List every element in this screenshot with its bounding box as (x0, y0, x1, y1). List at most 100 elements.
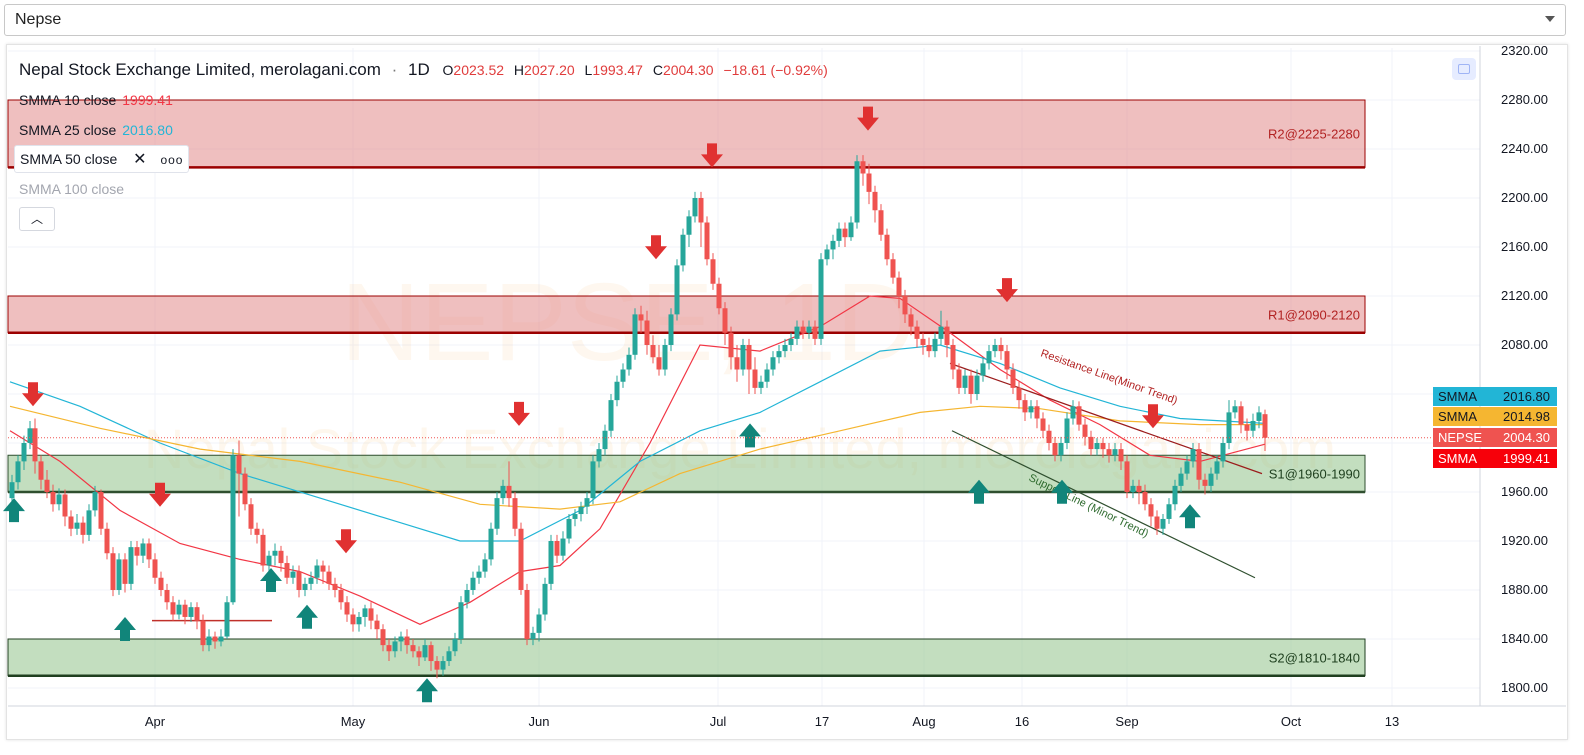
candle-body (158, 577, 164, 590)
chart-container[interactable] (6, 44, 1568, 740)
close-icon[interactable]: ✕ (133, 151, 147, 168)
zone-label: S1@1960-1990 (1269, 467, 1360, 482)
candle-body (44, 479, 50, 492)
close-label: C (652, 62, 663, 78)
candle-body (572, 514, 578, 519)
sell-arrow-icon (335, 529, 357, 554)
time-tick-label: 17 (815, 714, 829, 729)
price-tag-bg (1433, 387, 1557, 406)
price-tag-value: 1999.41 (1503, 451, 1550, 466)
candle-body (1058, 443, 1064, 456)
candle-body (1040, 418, 1046, 431)
candle-body (620, 369, 626, 382)
buy-arrow-icon (968, 479, 990, 504)
candle-body (116, 559, 122, 590)
candle-body (758, 381, 764, 388)
time-tick-label: Apr (145, 714, 166, 729)
screenshot-toggle-button[interactable] (1452, 58, 1476, 80)
candle-body (812, 326, 818, 339)
price-tick-label: 1840.00 (1501, 631, 1548, 646)
candle-body (326, 571, 332, 584)
candle-body (770, 357, 776, 370)
price-tag-bg (1433, 428, 1557, 447)
candle-body (1160, 518, 1166, 529)
time-tick-label: Aug (912, 714, 935, 729)
candle-body (560, 538, 566, 556)
candle-body (15, 461, 21, 483)
candle-body (224, 602, 230, 637)
candle-body (464, 590, 470, 603)
candle-body (314, 565, 320, 578)
zone-label: R1@2090-2120 (1268, 307, 1360, 322)
candle-body (38, 461, 44, 480)
candle-body (392, 641, 398, 652)
time-tick-label: Sep (1115, 714, 1138, 729)
candle-body (1046, 430, 1052, 443)
candle-body (1076, 406, 1082, 425)
candle-body (638, 314, 644, 321)
candle-body (206, 636, 212, 646)
candle-body (518, 528, 524, 590)
symbol-select[interactable]: Nepse (4, 4, 1566, 36)
candle-body (1100, 443, 1106, 450)
candle-body (878, 210, 884, 235)
time-tick-label: Jun (529, 714, 550, 729)
candle-body (308, 577, 314, 584)
candle-body (134, 547, 140, 556)
candle-body (1262, 414, 1268, 438)
candle-body (278, 550, 284, 564)
candle-body (578, 506, 584, 515)
candle-body (98, 492, 104, 529)
candle-body (128, 547, 134, 584)
interval-label[interactable]: 1D (408, 60, 430, 79)
chevron-down-icon[interactable] (1545, 16, 1555, 22)
candle-body (830, 240, 836, 250)
candle-body (350, 614, 356, 625)
candle-body (884, 234, 890, 260)
candle-body (626, 354, 632, 370)
candle-body (1232, 406, 1238, 413)
candle-body (422, 645, 428, 658)
price-tick-label: 1800.00 (1501, 680, 1548, 695)
buy-arrow-icon (114, 616, 136, 641)
ma-line-0 (9, 295, 1266, 625)
price-tick-label: 2280.00 (1501, 92, 1548, 107)
candle-body (1094, 443, 1100, 450)
price-tick-label: 1920.00 (1501, 533, 1548, 548)
candle-body (1142, 492, 1148, 505)
collapse-legend-button[interactable]: ︿ (19, 207, 55, 231)
candle-body (320, 565, 326, 572)
candle-body (1214, 461, 1220, 474)
candle-body (1022, 400, 1028, 413)
candle-body (536, 614, 542, 633)
high-label: H (513, 62, 525, 78)
open-value: 2023.52 (453, 62, 505, 78)
candle-body (566, 518, 572, 539)
candle-body (974, 375, 980, 394)
candle-body (524, 590, 530, 639)
candle-body (1226, 412, 1232, 443)
candle-body (494, 498, 500, 529)
chart-title: Nepal Stock Exchange Limited, merolagani… (19, 60, 381, 79)
price-tag-name: SMMA (1438, 409, 1477, 424)
indicator-smma-100[interactable]: SMMA 100 close (14, 178, 129, 200)
candle-body (608, 400, 614, 431)
candle-body (1136, 485, 1142, 492)
candle-body (1124, 461, 1130, 492)
candle-body (734, 357, 740, 370)
more-options-icon[interactable]: ooo (160, 153, 184, 167)
candle-body (1112, 449, 1118, 456)
indicator-smma-10[interactable]: SMMA 10 close 1999.41 (14, 89, 178, 111)
candle-body (74, 522, 80, 529)
candle-body (920, 338, 926, 345)
candle-body (86, 510, 92, 535)
candle-body (848, 222, 854, 238)
candle-body (398, 636, 404, 642)
indicator-smma-25[interactable]: SMMA 25 close 2016.80 (14, 119, 178, 141)
candle-body (68, 516, 74, 529)
indicator-smma-50[interactable]: SMMA 50 close ✕ ooo (14, 145, 190, 173)
candle-body (938, 326, 944, 339)
candle-body (680, 234, 686, 266)
candle-body (842, 228, 848, 238)
